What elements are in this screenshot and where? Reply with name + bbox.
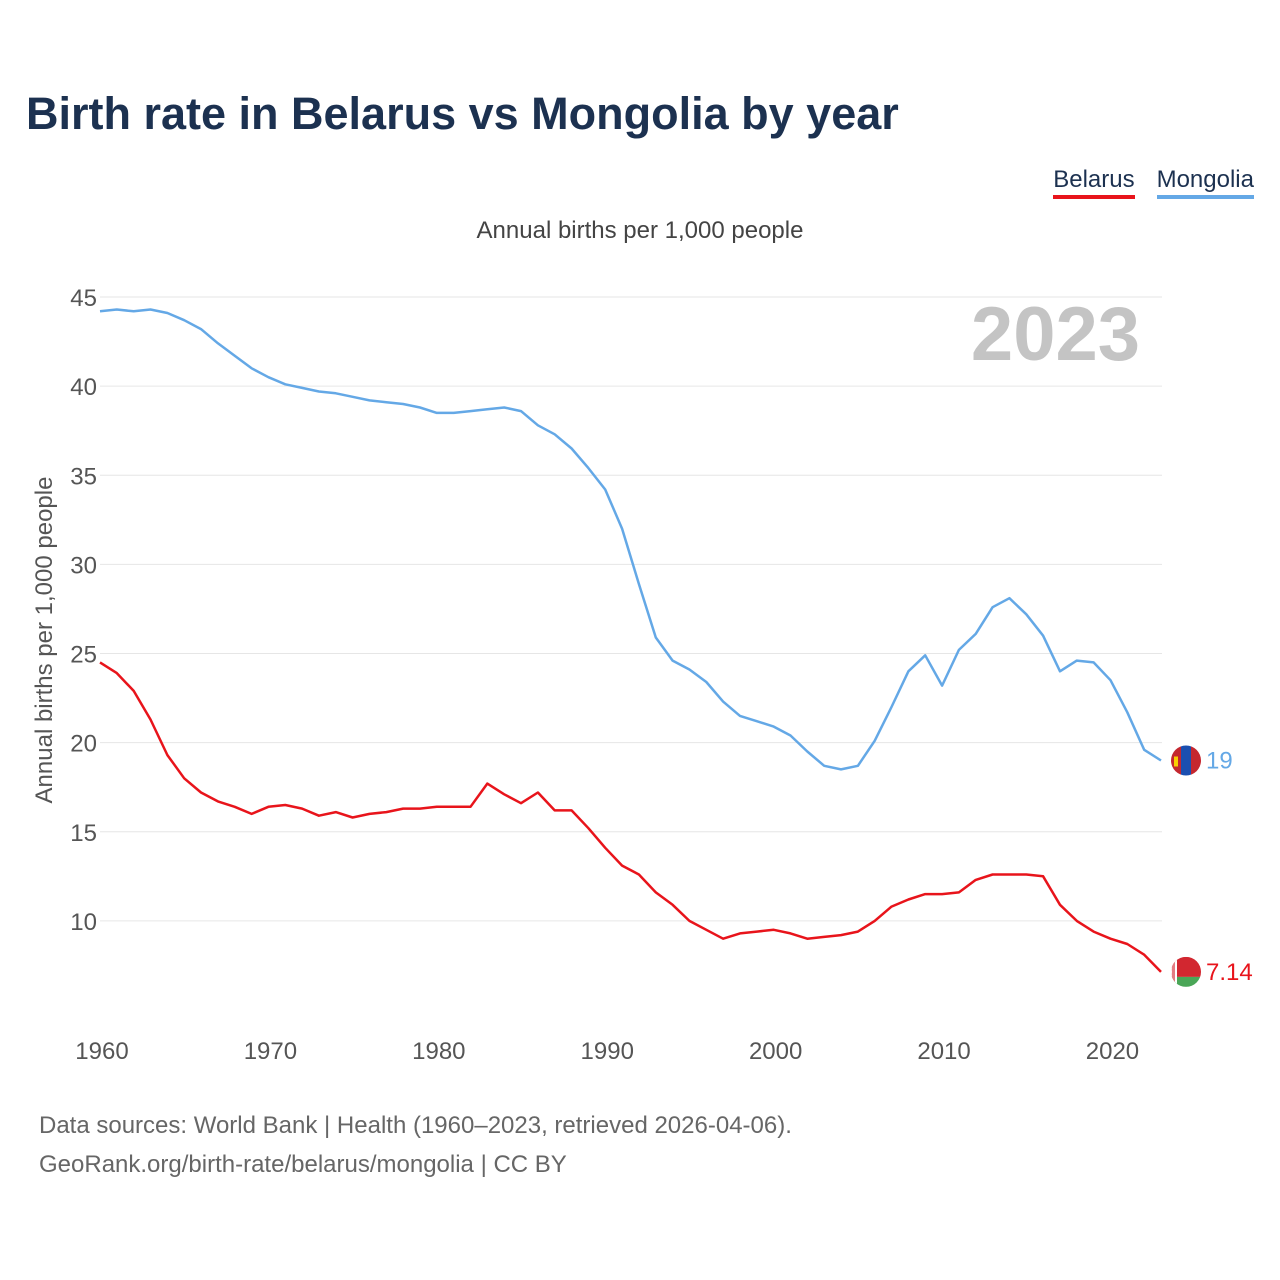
y-axis-label: Annual births per 1,000 people [31,477,58,804]
y-tick-label: 30 [70,552,97,579]
chart-title: Birth rate in Belarus vs Mongolia by yea… [26,88,899,139]
y-tick-label: 40 [70,374,97,401]
x-tick-label: 1990 [581,1038,634,1065]
mongolia-flag-icon [1171,745,1201,776]
year-watermark: 2023 [971,292,1140,377]
end-value-label-belarus: 7.14 [1206,959,1253,986]
series-line-belarus [99,661,1162,973]
series-line-mongolia [99,308,1162,771]
source-url[interactable]: GeoRank.org/birth-rate/belarus/mongolia … [39,1151,567,1178]
x-tick-label: 1970 [244,1038,297,1065]
x-tick-label: 2020 [1086,1038,1139,1065]
end-value-label-mongolia: 19 [1206,748,1233,775]
footer: Data sources: World Bank | Health (1960–… [39,1106,792,1184]
data-source-note: Data sources: World Bank | Health (1960–… [39,1112,792,1139]
x-tick-label: 1980 [412,1038,465,1065]
legend-item-belarus[interactable]: Belarus [1053,166,1135,199]
y-tick-label: 10 [70,909,97,936]
y-tick-label: 15 [70,820,97,847]
x-tick-label: 2000 [749,1038,802,1065]
x-tick-label: 1960 [75,1038,128,1065]
y-tick-label: 35 [70,463,97,490]
x-tick-label: 2010 [917,1038,970,1065]
y-tick-label: 25 [70,642,97,669]
y-tick-label: 45 [70,285,97,312]
belarus-flag-icon [1171,956,1201,987]
chart-subtitle: Annual births per 1,000 people [476,217,804,244]
y-tick-label: 20 [70,731,97,758]
legend-item-mongolia[interactable]: Mongolia [1156,166,1254,199]
legend: Belarus Mongolia [1053,166,1254,199]
